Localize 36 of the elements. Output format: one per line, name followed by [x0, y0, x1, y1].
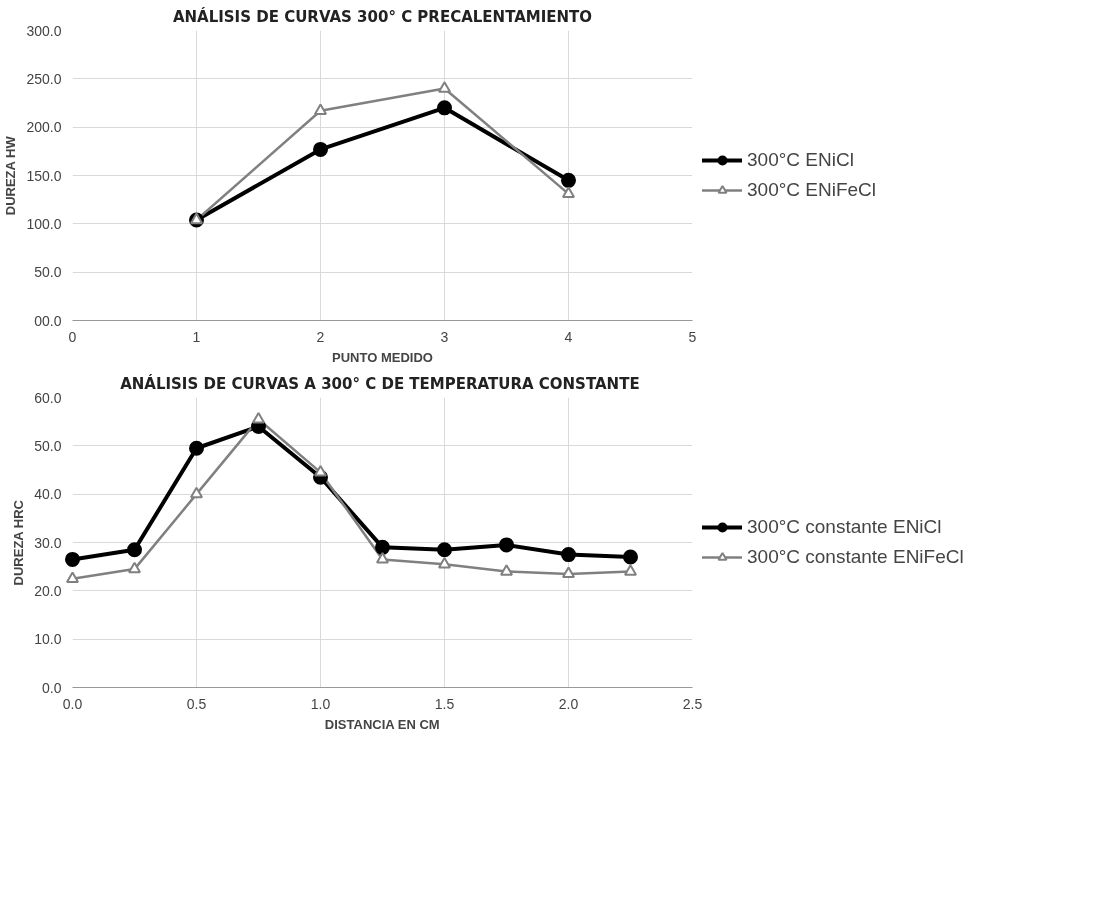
x-tick-label: 4 [564, 328, 573, 345]
x-tick-label: 1.5 [434, 695, 455, 712]
legend-label: 300°C ENiFeCl [747, 179, 877, 201]
y-tick-label: 100.0 [26, 215, 62, 232]
chart-title: ANÁLISIS DE CURVAS A 300° C DE TEMPERATURA CONSTANTE [120, 373, 640, 393]
y-tick-label: 00.0 [34, 312, 62, 329]
y-tick-label: 150.0 [26, 167, 62, 184]
x-tick-label: 1 [192, 328, 201, 345]
y-tick-label: 0.0 [42, 679, 62, 696]
y-tick-label: 50.0 [34, 437, 62, 454]
y-tick-label: 30.0 [34, 534, 62, 551]
y-tick-label: 300.0 [26, 22, 62, 39]
chart-title: ANÁLISIS DE CURVAS 300° C PRECALENTAMIENTO [172, 6, 593, 26]
x-tick-label: 0.5 [186, 695, 207, 712]
x-tick-label: 0 [68, 328, 77, 345]
y-axis-title: DUREZA HW [3, 135, 19, 216]
x-tick-label: 3 [440, 328, 449, 345]
y-tick-label: 20.0 [34, 582, 62, 599]
y-tick-label: 50.0 [34, 264, 62, 281]
y-tick-label: 200.0 [26, 119, 62, 136]
x-tick-label: 2.0 [558, 695, 579, 712]
legend-label: 300°C constante ENiCl [747, 516, 942, 538]
y-tick-label: 40.0 [34, 486, 62, 503]
legend-label: 300°C constante ENiFeCl [747, 546, 964, 568]
x-tick-label: 5 [688, 328, 697, 345]
y-axis-title: DUREZA HRC [11, 499, 27, 586]
x-axis-title: DISTANCIA EN CM [324, 716, 440, 732]
x-tick-label: 2.5 [682, 695, 703, 712]
x-tick-label: 1.0 [310, 695, 331, 712]
legend-label: 300°C ENiCl [747, 149, 854, 171]
x-tick-label: 0.0 [62, 695, 83, 712]
y-tick-label: 10.0 [34, 631, 62, 648]
x-tick-label: 2 [316, 328, 325, 345]
y-tick-label: 60.0 [34, 389, 62, 406]
x-axis-title: PUNTO MEDIDO [332, 349, 433, 365]
y-tick-label: 250.0 [26, 70, 62, 87]
